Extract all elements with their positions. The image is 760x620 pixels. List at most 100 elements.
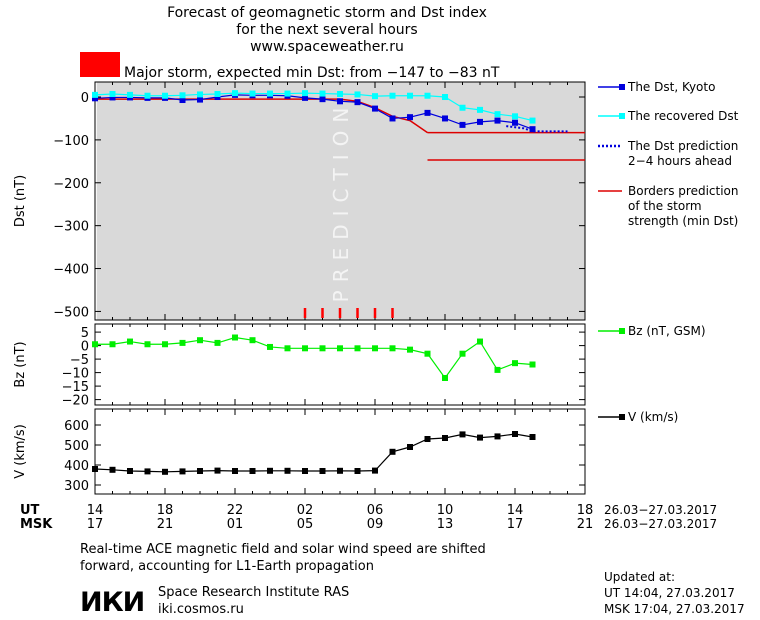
data-point-recovered xyxy=(267,90,273,97)
y-axis-label: V (km/s) xyxy=(13,424,28,479)
data-point-bz xyxy=(92,341,98,348)
data-point-v xyxy=(162,468,168,475)
data-point-bz xyxy=(214,339,221,346)
data-point-dst xyxy=(354,99,361,106)
data-point-v xyxy=(127,468,133,474)
legend-marker-recovered xyxy=(619,113,625,119)
data-point-dst xyxy=(424,109,431,116)
legend-label-prediction: 2−4 hours ahead xyxy=(628,154,732,168)
data-point-recovered xyxy=(424,92,431,99)
data-point-v xyxy=(109,466,116,473)
data-point-v xyxy=(407,444,413,450)
data-point-bz xyxy=(529,361,536,368)
data-point-bz xyxy=(372,345,378,352)
institute-site: iki.cosmos.ru xyxy=(158,602,244,617)
data-point-dst xyxy=(459,121,466,128)
data-point-v xyxy=(337,467,343,474)
data-point-dst xyxy=(302,94,308,101)
plot-frame xyxy=(94,408,586,495)
data-point-dst xyxy=(92,95,98,102)
data-point-dst xyxy=(109,94,116,101)
data-point-bz xyxy=(302,345,308,352)
footer-note-line: Real-time ACE magnetic field and solar w… xyxy=(80,542,486,557)
y-tick-label: 5 xyxy=(81,326,89,341)
legend-label-borders: strength (min Dst) xyxy=(628,214,738,228)
data-point-dst xyxy=(442,115,448,122)
legend-label-recovered: The recovered Dst xyxy=(627,109,739,123)
msk-tick-label: 21 xyxy=(577,517,594,532)
data-point-bz xyxy=(197,337,203,344)
data-point-v xyxy=(267,467,273,474)
footer-note-line: forward, accounting for L1-Earth propaga… xyxy=(80,559,374,574)
data-point-bz xyxy=(249,337,256,344)
y-tick-label: 0 xyxy=(81,340,89,355)
ut-tick-label: 18 xyxy=(157,503,174,518)
data-point-bz xyxy=(494,366,501,373)
data-point-v xyxy=(442,435,448,441)
data-point-bz xyxy=(109,341,116,348)
data-point-recovered xyxy=(179,92,186,99)
ut-tick-label: 14 xyxy=(507,503,524,518)
data-point-v xyxy=(302,468,308,474)
data-point-recovered xyxy=(529,117,536,124)
y-tick-label: −10 xyxy=(62,367,89,382)
data-point-bz xyxy=(179,339,186,346)
legend-marker-v xyxy=(619,414,625,420)
legend-label-dst: The Dst, Kyoto xyxy=(627,80,715,94)
data-point-dst xyxy=(179,97,186,104)
legend-label-prediction: The Dst prediction xyxy=(627,139,738,153)
data-point-recovered xyxy=(354,91,361,98)
data-point-bz xyxy=(442,375,448,381)
y-tick-label: −400 xyxy=(53,263,89,278)
data-point-bz xyxy=(354,345,361,352)
msk-tick-label: 13 xyxy=(437,517,454,532)
series-line-v xyxy=(94,433,533,473)
msk-tick-label: 05 xyxy=(297,517,314,532)
data-point-dst xyxy=(319,96,326,103)
data-point-v xyxy=(459,431,466,438)
data-point-dst xyxy=(512,119,518,126)
data-point-bz xyxy=(284,345,291,352)
data-point-bz xyxy=(337,345,343,352)
data-point-bz xyxy=(144,341,151,348)
msk-tick-label: 17 xyxy=(507,517,524,532)
data-point-recovered xyxy=(214,91,221,98)
legend-label-borders: Borders prediction xyxy=(628,184,739,198)
data-point-v xyxy=(389,448,396,455)
y-tick-label: −20 xyxy=(62,394,89,409)
legend-marker-dst xyxy=(619,84,625,90)
y-tick-label: −300 xyxy=(53,220,89,235)
y-axis-label: Bz (nT) xyxy=(13,341,28,387)
ut-tick-label: 10 xyxy=(437,503,454,518)
data-point-bz xyxy=(232,334,238,341)
ut-date-range: 26.03−27.03.2017 xyxy=(604,503,717,517)
msk-tick-label: 21 xyxy=(157,517,174,532)
data-point-v xyxy=(529,434,536,440)
data-point-bz xyxy=(424,350,431,357)
data-point-recovered xyxy=(459,104,466,111)
data-point-recovered xyxy=(442,94,448,101)
data-point-recovered xyxy=(144,92,151,99)
header-title-line: for the next several hours xyxy=(236,22,417,38)
series-line-bz xyxy=(95,336,533,380)
ut-tick-label: 02 xyxy=(297,503,314,518)
y-axis-label: Dst (nT) xyxy=(13,175,28,227)
data-point-v xyxy=(354,468,361,474)
data-point-dst xyxy=(389,115,396,122)
data-point-dst xyxy=(477,118,483,125)
data-point-recovered xyxy=(407,92,413,99)
ut-tick-label: 06 xyxy=(367,503,384,518)
y-tick-label: −200 xyxy=(53,177,89,192)
data-point-v xyxy=(494,433,501,440)
data-point-v xyxy=(319,468,326,474)
msk-tick-label: 01 xyxy=(227,517,244,532)
data-point-bz xyxy=(162,341,168,348)
updated-msk: MSK 17:04, 27.03.2017 xyxy=(604,602,745,616)
ut-tick-label: 14 xyxy=(87,503,104,518)
data-point-v xyxy=(512,431,518,437)
data-point-recovered xyxy=(319,90,326,97)
msk-date-range: 26.03−27.03.2017 xyxy=(604,517,717,531)
data-point-bz xyxy=(407,346,413,353)
data-point-recovered xyxy=(372,93,378,100)
data-point-recovered xyxy=(92,91,98,98)
